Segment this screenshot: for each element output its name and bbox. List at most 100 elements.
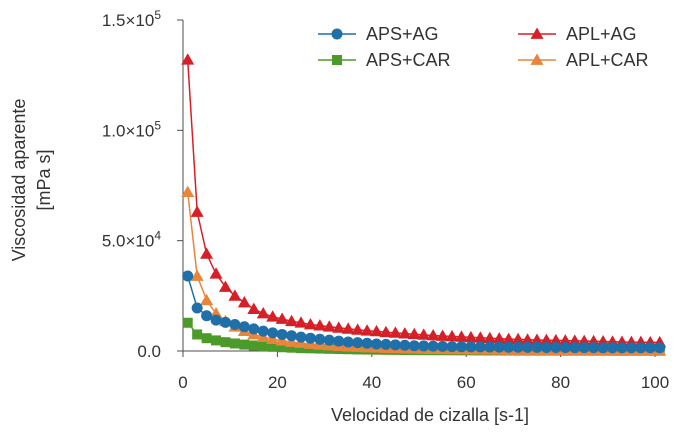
data-point-apl-ag [200,247,214,259]
data-point-aps-ag [493,341,505,353]
data-point-aps-ag [219,316,231,328]
data-point-aps-ag [304,332,316,344]
series-apl-ag [181,53,667,348]
data-point-aps-ag [182,270,194,282]
data-point-aps-ag [389,339,401,351]
data-point-apl-car [209,306,223,319]
data-point-apl-ag [398,327,412,339]
data-point-apl-ag [247,302,261,314]
data-point-aps-ag [323,334,335,346]
data-point-aps-ag [644,342,656,354]
data-point-aps-ag [361,337,373,349]
data-point-apl-ag [473,331,487,343]
x-tick-label: 80 [551,373,570,392]
data-point-aps-car [229,338,240,349]
data-point-apl-ag [351,323,365,335]
data-point-apl-ag [539,333,553,346]
data-point-aps-ag [625,342,637,354]
data-point-aps-car [267,341,278,352]
axes: 0.0 5.0×104 1.0×105 1.5×105 0 20 40 60 80 100 [102,8,669,392]
data-point-apl-ag [266,310,280,322]
plot-area [181,53,667,356]
data-point-aps-ag [540,341,552,353]
data-point-apl-car [190,269,204,281]
data-point-aps-ag [607,342,619,354]
data-point-apl-ag [407,327,421,340]
data-point-apl-ag [483,331,497,344]
legend: APS+AG APL+AG APS+CAR APL+CAR [318,24,649,70]
data-point-aps-ag [531,341,543,353]
y-axis-title-line1: Viscosidad aparente [9,99,29,262]
data-point-aps-ag [559,341,571,353]
data-point-aps-ag [201,310,213,322]
legend-item-apl-car: APL+CAR [518,50,649,70]
data-point-apl-ag [332,321,346,333]
data-point-apl-ag [511,332,525,345]
data-point-aps-car [192,329,203,340]
data-point-aps-car [201,333,212,344]
data-point-aps-ag [427,340,439,352]
legend-marker-apl-car [530,53,544,65]
data-point-apl-car [200,293,214,306]
data-point-aps-ag [418,340,430,352]
data-point-aps-car [296,343,306,354]
data-point-aps-ag [286,330,298,342]
data-point-apl-ag [285,314,299,327]
legend-marker-aps-ag [331,28,343,40]
data-point-aps-ag [569,342,581,354]
data-point-apl-ag [313,319,327,331]
series-aps-ag [182,270,666,354]
data-point-aps-car [211,335,222,346]
data-point-apl-ag [521,333,535,345]
data-point-apl-ag [370,324,384,337]
data-point-apl-ag [454,330,468,342]
data-point-aps-ag [238,321,250,333]
data-point-aps-ag [408,340,420,352]
data-point-apl-ag [549,333,563,346]
data-point-aps-ag [588,342,600,354]
legend-label-apl-car: APL+CAR [566,50,649,70]
data-point-apl-ag [530,333,544,345]
data-point-aps-ag [550,341,562,353]
data-point-aps-ag [248,323,260,335]
data-point-aps-ag [352,337,364,349]
x-tick-label: 40 [362,373,381,392]
y-axis-title-line2: [mPa s] [34,149,54,210]
y-tick-label: 0.0 [137,342,161,361]
data-point-apl-ag [558,334,572,346]
data-point-aps-car [182,317,193,328]
data-point-aps-ag [229,319,241,331]
x-axis-title: Velocidad de cizalla [s-1] [331,405,529,425]
y-tick-label: 1.5×105 [102,8,161,30]
data-point-apl-ag [237,295,251,308]
data-point-aps-ag [210,314,222,326]
y-tick-label: 1.0×105 [102,118,161,140]
legend-label-apl-ag: APL+AG [566,24,637,44]
data-point-apl-ag [568,334,582,346]
data-point-aps-car [239,339,250,350]
data-point-aps-car [248,340,259,351]
legend-label-aps-ag: APS+AG [366,24,439,44]
legend-label-aps-car: APS+CAR [366,50,451,70]
data-point-apl-ag [388,326,402,338]
data-point-aps-ag [276,328,288,340]
data-point-aps-ag [455,341,467,353]
data-point-aps-ag [474,341,486,353]
legend-item-aps-car: APS+CAR [318,50,451,70]
data-point-apl-ag [464,330,478,343]
data-point-apl-ag [181,53,195,65]
data-point-apl-car [181,185,195,197]
data-point-apl-ag [417,328,431,340]
data-point-aps-ag [578,342,590,354]
data-point-aps-ag [257,325,269,337]
data-point-aps-ag [295,331,307,343]
data-point-aps-ag [616,342,628,354]
data-point-apl-ag [209,267,223,279]
x-tick-label: 20 [268,373,287,392]
data-point-aps-ag [484,341,496,353]
legend-marker-apl-ag [530,27,544,39]
data-point-aps-ag [371,338,383,350]
y-tick-label: 5.0×104 [102,229,161,251]
data-point-aps-ag [522,341,534,353]
data-point-aps-ag [597,342,609,354]
